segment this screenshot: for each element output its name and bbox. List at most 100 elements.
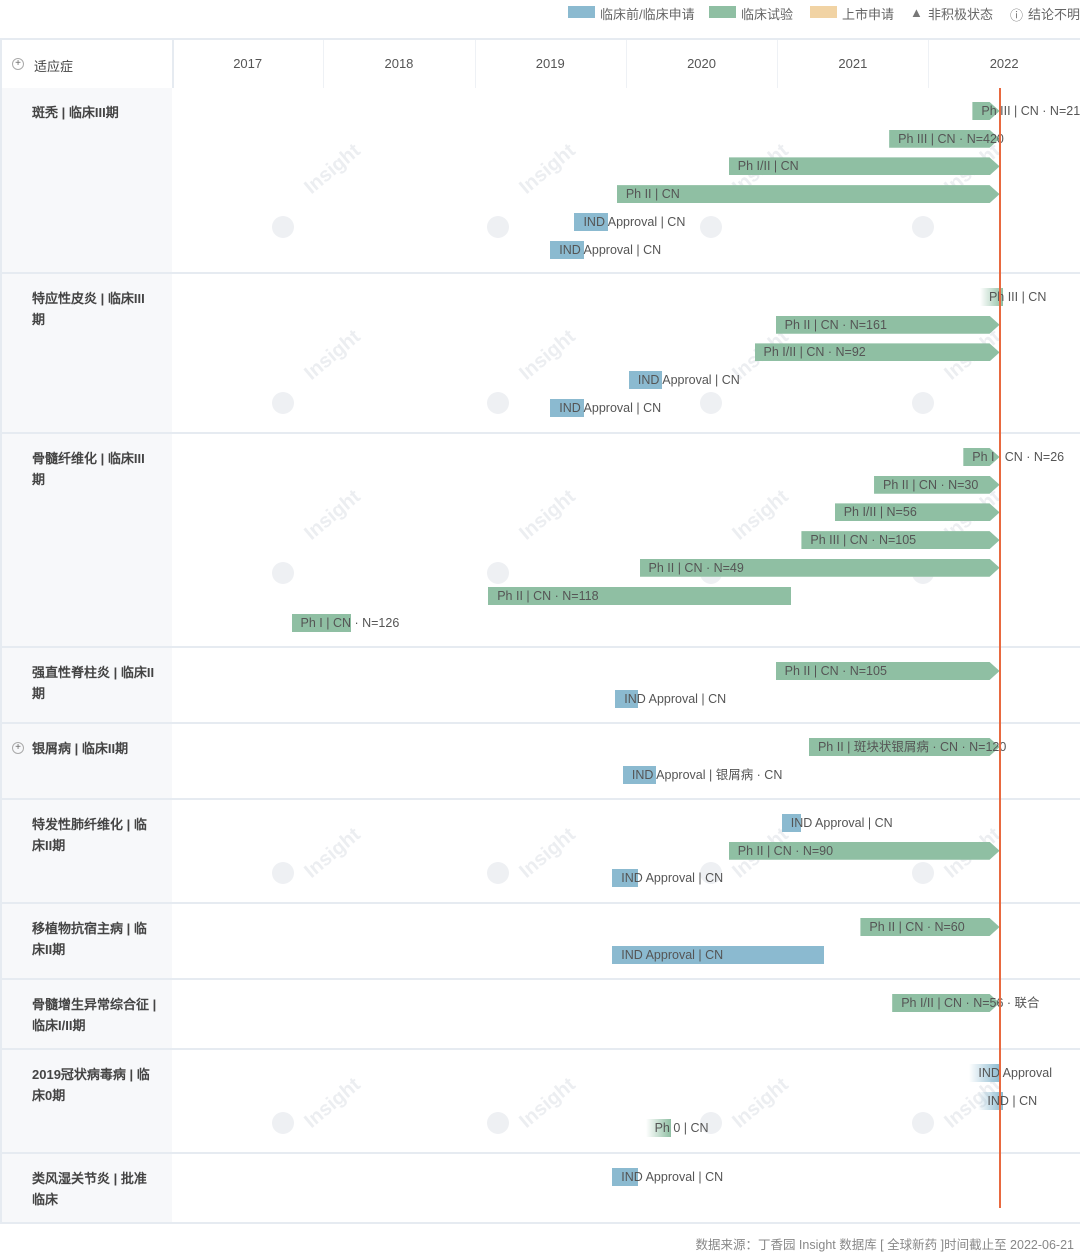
timeline-bar-label: Ph II | CN · N=30: [883, 477, 979, 492]
legend-label: 上市申请: [842, 7, 895, 22]
indication-label[interactable]: 骨髓增生异常综合征 | 临床I/II期: [32, 997, 157, 1033]
timeline-bar-label: IND Approval | CN: [621, 1170, 724, 1184]
timeline-plot-area: Ph II | CN · N=60 IND Approval | CN: [172, 904, 1080, 978]
indication-cell: 类风湿关节炎 | 批准临床: [0, 1154, 174, 1222]
indication-cell: 骨髓增生异常综合征 | 临床I/II期: [0, 980, 174, 1048]
timeline-bar-label: Ph II | CN · N=118: [497, 588, 599, 603]
timeline-bar-label: Ph II | CN: [625, 187, 680, 202]
timeline-bar[interactable]: [801, 531, 999, 549]
watermark-logo-icon: [912, 392, 934, 414]
timeline-bar-label: Ph II | CN · N=161: [784, 317, 887, 332]
watermark-logo-icon: [700, 862, 722, 884]
indication-cell: 斑秃 | 临床III期: [0, 88, 174, 272]
timeline-bar[interactable]: [729, 842, 1000, 860]
timeline-bar[interactable]: [963, 448, 999, 466]
timeline-bar-label: Ph II | CN · N=105: [784, 664, 887, 678]
year-header-2019: 2019: [475, 40, 627, 88]
timeline-bar[interactable]: [972, 102, 999, 120]
expand-all-icon[interactable]: +: [12, 58, 24, 70]
timeline-bar[interactable]: [776, 316, 1000, 334]
timeline-bar[interactable]: [969, 1064, 1000, 1082]
timeline-bar[interactable]: [978, 1091, 1003, 1110]
indication-row: 骨髓纤维化 | 临床III期InsightInsightInsightInsig…: [0, 434, 1080, 648]
insight-watermark: Insight: [300, 823, 365, 883]
indication-row: 特应性皮炎 | 临床III期InsightInsightInsightInsig…: [0, 274, 1080, 434]
timeline-bar-label: Ph III | CN · N=420: [898, 131, 1004, 146]
timeline-bar[interactable]: [612, 945, 825, 964]
watermark-logo-icon: [487, 216, 509, 238]
timeline-bar[interactable]: [874, 476, 1000, 494]
timeline-bar-label: Ph I/II | CN: [737, 159, 799, 174]
timeline-bar[interactable]: [645, 1119, 672, 1138]
triangle-icon: ▲: [910, 5, 923, 20]
watermark-logo-icon: [272, 862, 294, 884]
timeline-bar[interactable]: [628, 371, 663, 390]
timeline-bar[interactable]: [617, 185, 1000, 203]
timeline-bar[interactable]: [612, 869, 638, 888]
timeline-bar[interactable]: [291, 614, 351, 633]
timeline-bar[interactable]: [835, 503, 1000, 521]
indication-label[interactable]: 银屑病 | 临床II期: [32, 741, 129, 756]
data-source-footer: 数据来源：丁香园 Insight 数据库 [ 全球新药 ]时间截止至 2022-…: [695, 1238, 1074, 1252]
year-header-2018: 2018: [323, 40, 476, 88]
watermark-logo-icon: [272, 562, 294, 584]
timeline-bar[interactable]: [892, 994, 999, 1012]
timeline-bar[interactable]: [781, 814, 802, 832]
indication-cell: 移植物抗宿主病 | 临床II期: [0, 904, 174, 978]
watermark-logo-icon: [700, 216, 722, 238]
timeline-bar[interactable]: [550, 240, 584, 259]
timeline-bar-label: IND Approval | CN: [621, 871, 724, 886]
timeline-bar[interactable]: [550, 398, 584, 417]
expand-row-icon[interactable]: +: [12, 742, 24, 754]
year-header-2022: 2022: [929, 40, 1080, 88]
watermark-logo-icon: [700, 1112, 722, 1134]
timeline-bar[interactable]: [755, 343, 1000, 361]
timeline-bar-label: IND Approval | 银屑病 · CN: [631, 767, 783, 782]
timeline-bar[interactable]: [640, 559, 1000, 577]
indication-label[interactable]: 特应性皮炎 | 临床III期: [32, 291, 145, 327]
indication-label[interactable]: 强直性脊柱炎 | 临床II期: [32, 665, 155, 701]
timeline-bar[interactable]: [729, 157, 1000, 175]
current-date-line: [999, 88, 1002, 1208]
info-icon: ⓘ: [1010, 8, 1024, 23]
timeline-bar[interactable]: [889, 130, 999, 148]
timeline-bar[interactable]: [615, 689, 638, 708]
timeline-bar[interactable]: [574, 212, 608, 231]
indication-label[interactable]: 斑秃 | 临床III期: [32, 105, 119, 120]
indication-row: 移植物抗宿主病 | 临床II期 Ph II | CN · N=60 IND Appr…: [0, 904, 1080, 980]
timeline-bar[interactable]: [776, 662, 1000, 680]
timeline-bar[interactable]: [809, 738, 1000, 756]
indication-label[interactable]: 骨髓纤维化 | 临床III期: [32, 451, 145, 487]
indication-cell: 强直性脊柱炎 | 临床II期: [0, 648, 174, 722]
watermark-logo-icon: [912, 1112, 934, 1134]
timeline-bar-label: IND | CN: [987, 1093, 1038, 1108]
indication-cell: 2019冠状病毒病 | 临床0期: [0, 1050, 174, 1152]
timeline-bar[interactable]: [612, 1168, 638, 1186]
timeline-bar-label: IND Approval | CN: [790, 816, 893, 830]
indication-column-header: + 适应症: [0, 40, 174, 88]
insight-watermark: Insight: [515, 139, 580, 199]
legend-label: 结论不明: [1028, 7, 1080, 22]
timeline-bar-label: IND Approval | CN: [559, 242, 662, 257]
indication-label[interactable]: 2019冠状病毒病 | 临床0期: [32, 1067, 150, 1103]
timeline-bar-label: Ph II | CN · N=90: [737, 843, 834, 858]
indication-row: 强直性脊柱炎 | 临床II期 Ph II | CN · N=105 IND Appr…: [0, 648, 1080, 724]
indication-label[interactable]: 特发性肺纤维化 | 临床II期: [32, 817, 147, 853]
watermark-logo-icon: [487, 392, 509, 414]
timeline-bar[interactable]: [488, 586, 791, 605]
indication-label[interactable]: 移植物抗宿主病 | 临床II期: [32, 921, 147, 957]
timeline-bar[interactable]: [622, 765, 657, 784]
year-header-2020: 2020: [626, 40, 779, 88]
indication-label[interactable]: 类风湿关节炎 | 批准临床: [32, 1171, 147, 1207]
timeline-bar[interactable]: [860, 918, 999, 936]
timeline-bar[interactable]: [979, 288, 1003, 306]
timeline-bar-label: IND Approval | CN: [583, 214, 686, 229]
timeline-bar-label: IND Approval | CN: [621, 947, 724, 962]
indication-row: 斑秃 | 临床III期InsightInsightInsightInsightP…: [0, 88, 1080, 274]
timeline-bar-label: Ph 0 | CN: [654, 1121, 709, 1136]
timeline-bar-label: Ph I | CN · N=26: [972, 450, 1065, 464]
insight-watermark: Insight: [300, 325, 365, 385]
indication-row: + 银屑病 | 临床II期 Ph II | 斑块状银屑病 · CN · N=120 I…: [0, 724, 1080, 800]
